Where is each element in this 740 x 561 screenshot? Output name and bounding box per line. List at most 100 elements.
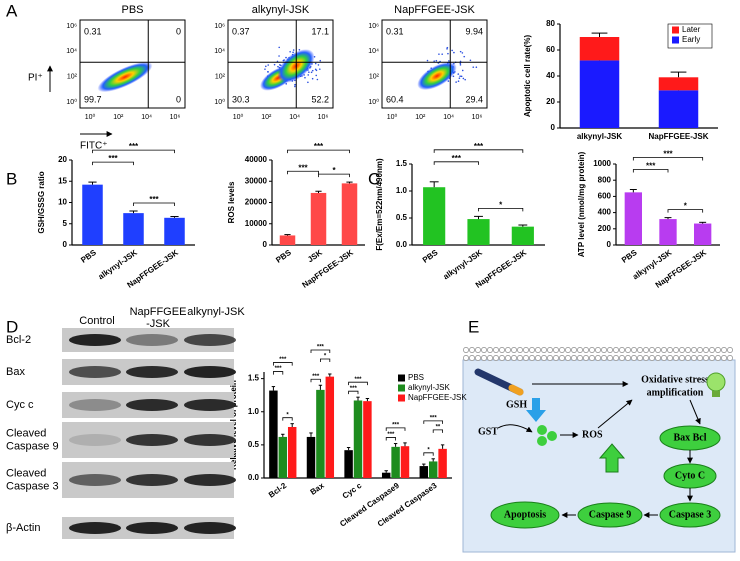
- lipid-head: [481, 347, 487, 353]
- lipid-head: [571, 347, 577, 353]
- lipid-head: [709, 355, 715, 361]
- flow-event: [459, 64, 462, 66]
- flow-event: [316, 78, 319, 81]
- flow-event: [464, 78, 466, 81]
- diagram-ros: ROS: [582, 429, 603, 440]
- quadrant-value: 99.7: [84, 94, 102, 104]
- significance-bracket: [282, 417, 293, 421]
- legend-swatch: [398, 384, 405, 392]
- flow-density: [417, 62, 457, 90]
- blot-band: [184, 399, 236, 411]
- flow-event: [441, 53, 443, 55]
- significance-label: *: [286, 412, 289, 418]
- lipid-head: [511, 347, 517, 353]
- lipid-head: [517, 347, 523, 353]
- lipid-head: [697, 347, 703, 353]
- significance-label: ***: [663, 150, 673, 159]
- lipid-head: [565, 355, 571, 361]
- bar: [287, 426, 297, 478]
- significance-bracket: [273, 362, 293, 366]
- y-axis-label: ATP level (nmol/mg protein): [577, 151, 586, 257]
- bar: [400, 446, 410, 478]
- legend-label: Later: [682, 25, 701, 34]
- x-tick-label: Cyc c: [341, 481, 364, 501]
- flow-event: [314, 62, 317, 65]
- flow-event: [308, 71, 310, 73]
- flow-y-tick: 10²: [215, 74, 226, 81]
- lipid-head: [727, 347, 733, 353]
- y-tick-label: 5: [63, 219, 68, 228]
- flow-event: [463, 55, 466, 58]
- quadrant-value: 60.4: [386, 94, 404, 104]
- flow-x-tick: 10²: [261, 114, 272, 121]
- flow-event: [461, 69, 464, 72]
- lipid-head: [661, 355, 667, 361]
- arrow: [689, 399, 701, 425]
- y-tick-label: 15: [58, 176, 67, 185]
- x-tick-label: PBS: [421, 248, 440, 265]
- y-tick-label: 0: [551, 123, 556, 132]
- flow-density: [97, 61, 153, 93]
- significance-label: ***: [392, 422, 400, 428]
- lipid-head: [655, 347, 661, 353]
- significance-label: ***: [452, 154, 462, 163]
- blot-band: [126, 522, 178, 534]
- lipid-head: [643, 355, 649, 361]
- fragment-dot: [537, 436, 547, 446]
- blot-column-label: -JSK: [146, 318, 171, 330]
- flow-event: [311, 77, 314, 80]
- lipid-head: [493, 347, 499, 353]
- y-tick-label: 40: [546, 71, 555, 80]
- lipid-head: [697, 355, 703, 361]
- y-tick-label: 0.0: [396, 240, 408, 249]
- quadrant-value: 17.1: [311, 26, 329, 36]
- lipid-head: [577, 347, 583, 353]
- diagram-oxidative-stress: amplification: [647, 387, 704, 398]
- flow-y-tick: 10⁶: [368, 23, 379, 30]
- bar: [278, 436, 288, 478]
- diagram-apoptosis: Apoptosis: [504, 509, 546, 520]
- flow-event: [447, 80, 450, 82]
- flow-x-tick: 10⁶: [318, 114, 329, 121]
- legend-swatch: [672, 26, 679, 34]
- y-tick-label: 1.0: [248, 407, 260, 416]
- flow-x-tick: 10⁰: [233, 113, 244, 121]
- bulb-icon: [706, 372, 726, 392]
- significance-bracket: [287, 170, 319, 175]
- flow-y-tick: 10⁰: [66, 98, 77, 106]
- y-tick-label: 40000: [245, 155, 268, 164]
- flow-event: [459, 75, 461, 78]
- flow-y-label: PI⁺: [28, 73, 43, 84]
- y-axis-label: GSH/GSSG ratio: [37, 171, 46, 233]
- flow-event: [265, 65, 267, 68]
- probe-tip: [508, 384, 524, 396]
- flow-event: [455, 81, 457, 83]
- quadrant-value: 0.37: [232, 26, 250, 36]
- lipid-head: [469, 355, 475, 361]
- bar: [624, 192, 642, 245]
- blot-column-label: Control: [79, 315, 114, 327]
- diagram-bax-bcl: Bax Bcl: [673, 432, 706, 443]
- significance-label: *: [324, 354, 327, 360]
- lipid-head: [715, 355, 721, 361]
- lipid-head: [667, 355, 673, 361]
- lipid-head: [607, 355, 613, 361]
- quadrant-value: 0.31: [84, 26, 102, 36]
- flow-event: [319, 59, 322, 62]
- flow-event: [317, 64, 320, 66]
- lipid-head: [589, 355, 595, 361]
- flow-y-tick: 10²: [369, 74, 380, 81]
- bar: [659, 219, 677, 245]
- legend-swatch: [398, 374, 405, 382]
- quadrant-value: 30.3: [232, 94, 250, 104]
- lipid-head: [553, 355, 559, 361]
- lipid-head: [535, 347, 541, 353]
- lipid-head: [487, 347, 493, 353]
- diagram-gst: GST: [478, 426, 498, 437]
- flow-x-tick: 10⁴: [443, 114, 454, 121]
- bar: [658, 77, 699, 91]
- bar: [419, 466, 429, 478]
- lipid-head: [721, 355, 727, 361]
- lipid-head: [463, 355, 469, 361]
